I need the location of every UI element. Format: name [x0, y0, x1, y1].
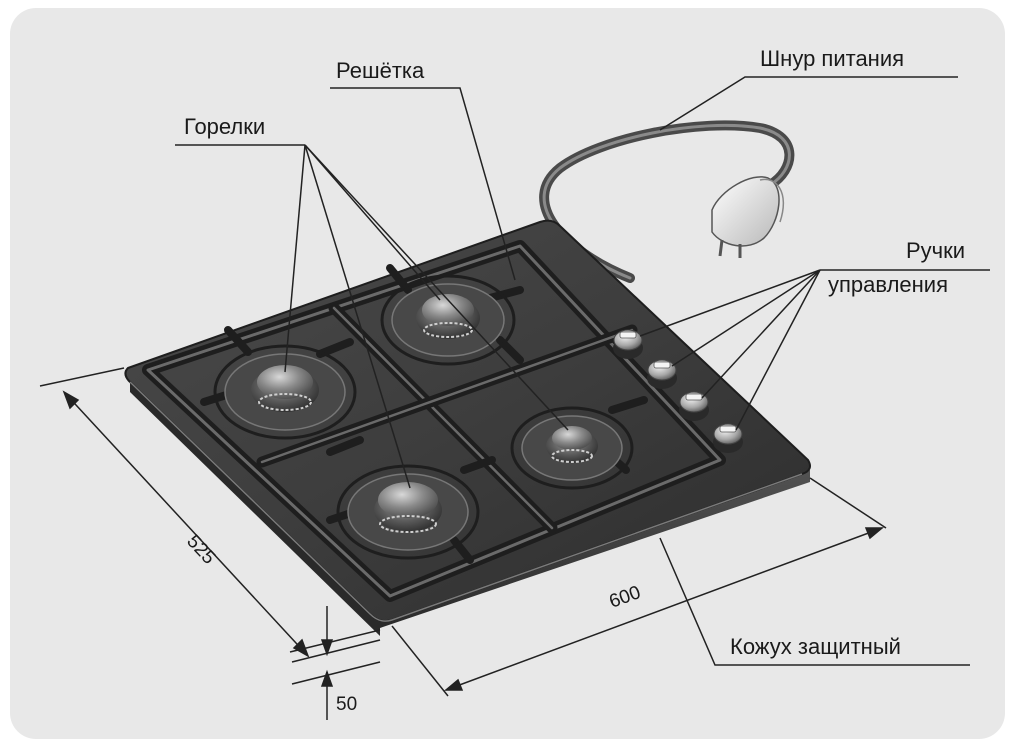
- dimension-lines: [39, 367, 887, 720]
- burner-rear-right: [380, 274, 516, 366]
- power-plug: [711, 176, 785, 258]
- dimension-height-label: 50: [336, 694, 357, 715]
- leader-lines: [175, 76, 990, 666]
- label-power-cord: Шнур питания: [760, 46, 904, 71]
- label-knobs-line2: управления: [828, 272, 948, 297]
- control-knobs: [613, 329, 743, 453]
- control-knob-1: [613, 329, 643, 359]
- burner-front-left: [336, 464, 480, 560]
- burner-rear-left: [213, 344, 357, 440]
- control-knob-2: [647, 359, 677, 389]
- label-housing: Кожух защитный: [730, 634, 901, 659]
- label-grate: Решётка: [336, 58, 425, 83]
- burner-front-right: [510, 406, 634, 490]
- control-knob-4: [713, 423, 743, 453]
- label-burners: Горелки: [184, 114, 265, 139]
- label-knobs-line1: Ручки: [906, 238, 965, 263]
- control-knob-3: [679, 391, 709, 421]
